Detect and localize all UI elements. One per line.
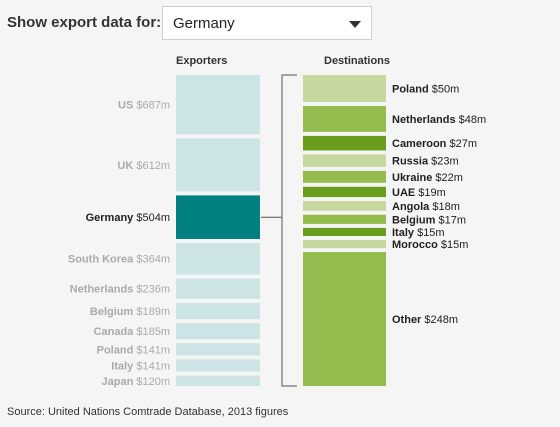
exporters-header: Exporters (176, 55, 228, 67)
destination-bar (303, 154, 386, 167)
source-note: Source: United Nations Comtrade Database… (7, 406, 289, 418)
destination-bar (303, 214, 386, 224)
destination-label: Other $248m (392, 314, 458, 326)
destination-label: Poland $50m (392, 84, 459, 96)
exporter-bar[interactable] (176, 278, 260, 299)
destination-label: Angola $18m (392, 201, 460, 213)
exporter-bar[interactable] (176, 359, 260, 372)
exporter-label[interactable]: Germany $504m (86, 212, 170, 224)
destination-bar (303, 75, 386, 102)
exporter-bar[interactable] (176, 323, 260, 340)
exporter-label[interactable]: Italy $141m (111, 361, 170, 373)
exporter-label[interactable]: Belgium $189m (90, 306, 170, 318)
destination-label: Belgium $17m (392, 214, 466, 226)
exporter-label[interactable]: Japan $120m (102, 376, 171, 388)
destination-bar (303, 201, 386, 211)
exporter-bar[interactable] (176, 302, 260, 320)
destination-label: UAE $19m (392, 187, 446, 199)
destination-bar (303, 170, 386, 183)
destination-bracket (281, 74, 297, 387)
exporter-bar[interactable] (176, 138, 260, 192)
destination-label: Russia $23m (392, 156, 459, 168)
destination-label: Netherlands $48m (392, 114, 486, 126)
exporter-label[interactable]: US $687m (118, 100, 170, 112)
destination-label: Cameroon $27m (392, 138, 477, 150)
exporter-bar[interactable] (176, 243, 260, 275)
destination-bar (303, 186, 386, 198)
exporter-bar[interactable] (176, 343, 260, 356)
exporter-label[interactable]: South Korea $364m (68, 254, 170, 266)
destination-bar (303, 252, 386, 386)
exporter-bar[interactable] (176, 375, 260, 386)
exporter-label[interactable]: Poland $141m (97, 344, 170, 356)
country-select-value: Germany (173, 15, 235, 32)
exporter-bar[interactable] (176, 75, 260, 135)
exporter-label[interactable]: Netherlands $236m (70, 284, 170, 296)
selector-label: Show export data for: (7, 14, 162, 31)
destination-bar (303, 240, 386, 249)
country-select[interactable]: Germany (162, 6, 372, 40)
destination-label: Ukraine $22m (392, 172, 463, 184)
destination-bar (303, 135, 386, 151)
destination-bar (303, 106, 386, 132)
destination-label: Italy $15m (392, 227, 445, 239)
exporter-label[interactable]: Canada $185m (94, 326, 170, 338)
exporter-bar[interactable] (176, 195, 260, 239)
destinations-header: Destinations (324, 55, 391, 67)
chevron-down-icon[interactable] (349, 21, 361, 28)
destination-bar (303, 227, 386, 236)
exporter-label[interactable]: UK $612m (117, 160, 170, 172)
destination-label: Morocco $15m (392, 239, 468, 251)
